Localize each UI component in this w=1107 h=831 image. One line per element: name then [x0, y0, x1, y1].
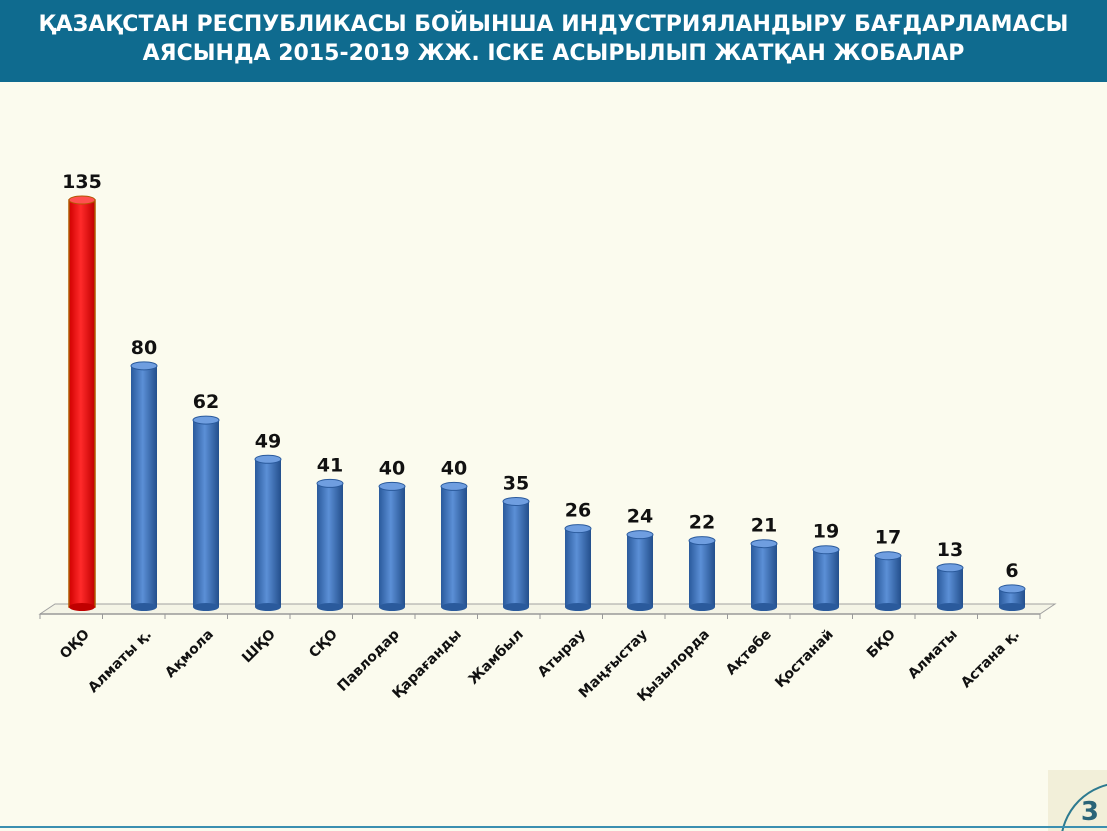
x-tick-label: Алматы	[905, 627, 961, 683]
bar	[937, 567, 963, 607]
bar	[317, 483, 343, 607]
bar-bottom	[627, 603, 653, 611]
bar-top	[750, 539, 778, 549]
data-label: 40	[379, 457, 405, 479]
bar-top	[130, 361, 158, 371]
bar-top	[254, 454, 282, 464]
bar-top	[812, 545, 840, 555]
bar-top	[378, 481, 406, 491]
page-header: ҚАЗАҚСТАН РЕСПУБЛИКАСЫ БОЙЫНША ИНДУСТРИЯ…	[0, 0, 1107, 82]
x-tick-label: Ақмола	[162, 627, 217, 682]
bar-bottom	[689, 603, 715, 611]
x-tick-label: Жамбыл	[466, 627, 527, 688]
bar-bottom	[503, 603, 529, 611]
bar	[565, 528, 591, 607]
bar-top	[192, 415, 220, 425]
data-label: 41	[317, 454, 343, 476]
bar-bottom	[999, 603, 1025, 611]
data-label: 40	[441, 457, 467, 479]
bar	[131, 365, 157, 607]
bar-bottom	[937, 603, 963, 611]
data-label: 49	[255, 430, 281, 452]
bar	[813, 549, 839, 607]
data-label: 17	[875, 527, 901, 549]
x-tick-label: ШҚО	[239, 626, 279, 666]
x-tick-label: Астана қ.	[958, 627, 1023, 692]
bar-bottom	[565, 603, 591, 611]
bar-top	[998, 584, 1026, 594]
bar-top	[502, 496, 530, 506]
x-tick-label: Ақтөбе	[723, 627, 775, 679]
data-label: 35	[503, 472, 529, 494]
chart-floor	[38, 603, 1057, 615]
x-tick-label: Атырау	[535, 627, 589, 681]
data-label: 62	[193, 391, 219, 413]
data-label: 13	[937, 539, 963, 561]
bar	[379, 486, 405, 607]
data-label: 6	[1005, 560, 1018, 582]
bar-top	[936, 563, 964, 573]
title-line-2: АЯСЫНДА 2015-2019 ЖЖ. ІСКЕ АСЫРЫЛЫП ЖАТҚ…	[142, 41, 965, 66]
x-tick-label: Қостанай	[772, 627, 837, 692]
corner-decoration	[1048, 770, 1107, 831]
bar-top	[688, 536, 716, 546]
bar-bottom	[317, 603, 343, 611]
data-label: 22	[689, 512, 715, 534]
x-tick-label: БҚО	[864, 626, 899, 661]
bar	[441, 486, 467, 607]
data-label: 24	[627, 506, 653, 528]
data-label: 80	[131, 337, 157, 359]
bottom-divider	[0, 826, 1107, 828]
bar-bottom	[255, 603, 281, 611]
data-label: 19	[813, 521, 839, 543]
bar-bottom	[813, 603, 839, 611]
data-label: 135	[62, 171, 102, 193]
bar	[193, 420, 219, 607]
bar	[503, 501, 529, 607]
bar-top	[564, 524, 592, 534]
page-number: 3	[1080, 797, 1099, 827]
bar-top	[68, 195, 96, 205]
x-tick-label: ОҚО	[57, 626, 93, 662]
bar-bottom	[131, 603, 157, 611]
bar-bottom	[69, 603, 95, 611]
title-line-1: ҚАЗАҚСТАН РЕСПУБЛИКАСЫ БОЙЫНША ИНДУСТРИЯ…	[38, 12, 1069, 37]
data-label: 21	[751, 515, 777, 537]
bar	[999, 588, 1025, 607]
bar	[689, 540, 715, 607]
bar-top	[874, 551, 902, 561]
bar	[875, 555, 901, 607]
bar-bottom	[751, 603, 777, 611]
bar-bottom	[441, 603, 467, 611]
x-tick-label: Павлодар	[334, 627, 402, 695]
x-tick-label: СҚО	[306, 626, 341, 661]
bar-top	[316, 478, 344, 488]
bar	[68, 199, 96, 608]
bar	[627, 534, 653, 607]
bar-top	[440, 481, 468, 491]
bar	[255, 459, 281, 607]
x-tick-label: Алматы қ.	[85, 627, 155, 697]
bar-bottom	[875, 603, 901, 611]
bar-top	[626, 530, 654, 540]
data-label: 26	[565, 500, 591, 522]
bar-bottom	[193, 603, 219, 611]
bar-bottom	[379, 603, 405, 611]
bar	[751, 543, 777, 607]
